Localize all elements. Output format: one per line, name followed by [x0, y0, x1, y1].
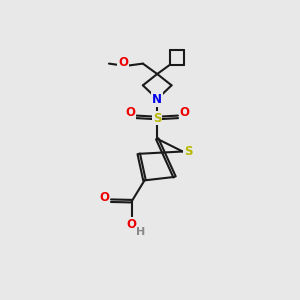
Text: N: N: [152, 93, 162, 106]
Text: H: H: [136, 227, 145, 237]
Text: S: S: [153, 112, 161, 124]
Text: O: O: [118, 56, 128, 69]
Text: O: O: [125, 106, 135, 119]
Text: O: O: [100, 191, 110, 204]
Text: O: O: [127, 218, 137, 231]
Text: S: S: [184, 145, 193, 158]
Text: O: O: [179, 106, 190, 119]
